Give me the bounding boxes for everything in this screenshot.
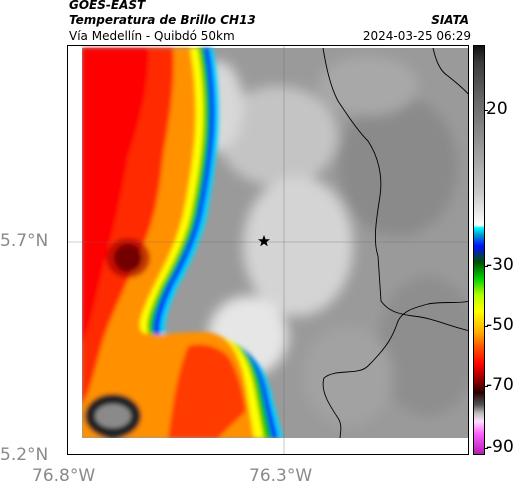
- star-icon: [258, 235, 270, 247]
- department-border-se: [322, 300, 468, 439]
- colorbar-label-20: 20: [486, 99, 508, 119]
- colorbar-label-minus30: -30: [486, 255, 514, 275]
- department-border: [322, 47, 468, 331]
- lon-label-76-8: 76.8°W: [32, 466, 96, 486]
- colorbar-tick: [484, 386, 488, 387]
- colorbar-tick: [484, 266, 488, 267]
- department-border-ne: [432, 47, 468, 95]
- colorbar: [473, 45, 485, 455]
- brightness-temperature-map[interactable]: [67, 45, 469, 455]
- colorbar-label-minus50: -50: [486, 315, 514, 335]
- timestamp: 2024-03-25 06:29: [362, 29, 471, 43]
- lat-label-5-7: 5.7°N: [0, 231, 49, 251]
- colorbar-tick: [484, 448, 488, 449]
- lon-label-76-3: 76.3°W: [249, 466, 313, 486]
- colorbar-label-minus90: -90: [486, 437, 514, 457]
- satellite-source: GOES-EAST: [69, 0, 146, 12]
- lat-label-5-2: 5.2°N: [0, 445, 49, 465]
- colorbar-label-minus70: -70: [486, 375, 514, 395]
- agency-label: SIATA: [431, 13, 469, 27]
- colorbar-tick: [484, 326, 488, 327]
- cold-cloud-shield: [82, 48, 283, 438]
- map-image: [68, 46, 468, 454]
- route-subtitle: Vía Medellín - Quibdó 50km: [69, 29, 235, 43]
- product-title: Temperatura de Brillo CH13: [69, 13, 256, 27]
- colorbar-tick: [484, 110, 488, 111]
